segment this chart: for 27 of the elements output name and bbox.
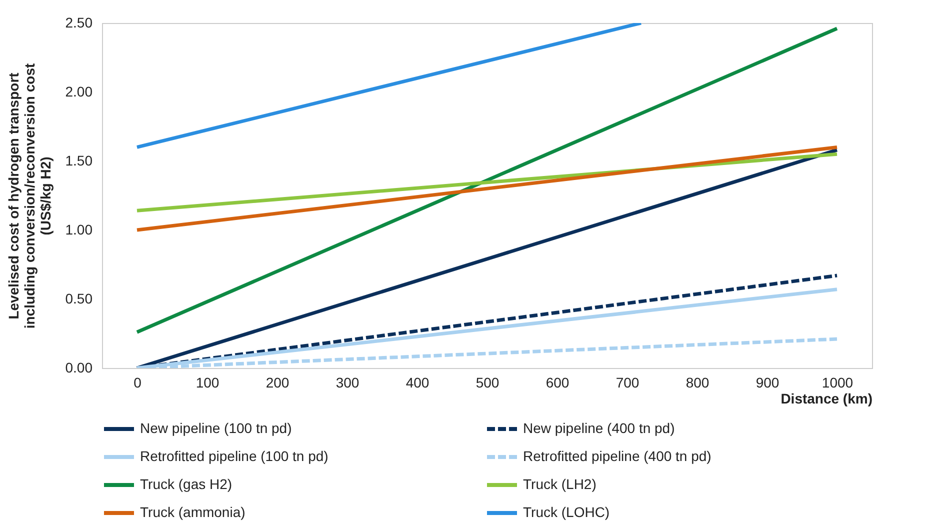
legend-label: Truck (LOHC) [523,504,610,520]
x-tick-label: 700 [616,374,640,390]
x-tick-label: 800 [686,374,710,390]
x-tick-label: 300 [336,374,360,390]
legend-label: Truck (LH2) [523,476,596,492]
x-tick-label: 600 [546,374,570,390]
x-tick-label: 0 [134,374,142,390]
legend-label: New pipeline (100 tn pd) [140,420,292,436]
y-tick-label: 2.00 [65,84,93,100]
x-tick-label: 900 [756,374,780,390]
x-tick-label: 400 [406,374,430,390]
y-tick-label: 1.50 [65,152,93,168]
y-tick-label: 2.50 [65,14,93,30]
x-tick-label: 200 [266,374,290,390]
x-tick-label: 1000 [822,374,854,390]
y-tick-label: 0.50 [65,290,93,306]
x-tick-label: 500 [476,374,500,390]
x-axis-title: Distance (km) [780,390,872,406]
legend-label: Retrofitted pipeline (400 tn pd) [523,448,712,464]
legend-label: Retrofitted pipeline (100 tn pd) [140,448,328,464]
legend-label: New pipeline (400 tn pd) [523,420,675,436]
legend-label: Truck (ammonia) [140,504,246,520]
legend-label: Truck (gas H2) [140,476,232,492]
x-tick-label: 100 [196,374,220,390]
y-axis-title: Levelised cost of hydrogen transport including conversion/reconversion cost (US$/kg H2) [5,63,54,329]
y-tick-label: 1.00 [65,222,93,238]
y-tick-label: 0.00 [65,360,93,376]
